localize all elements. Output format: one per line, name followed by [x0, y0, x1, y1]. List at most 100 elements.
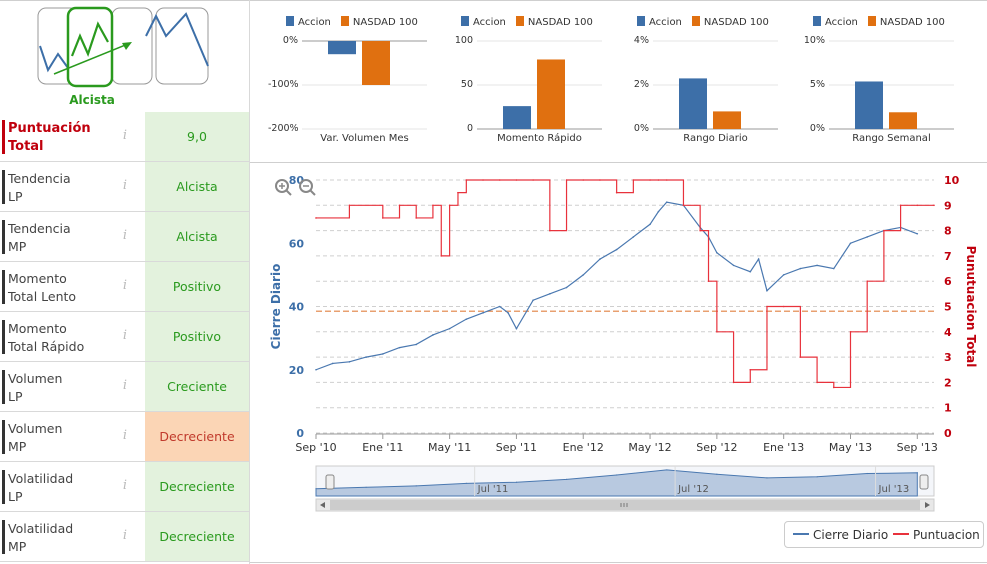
point-cierre-diario	[507, 312, 509, 314]
legend-swatch-nasdaq	[691, 16, 700, 26]
point-puntuacion	[883, 229, 885, 232]
point-cierre-diario	[432, 334, 434, 336]
mini-ytick: -200%	[268, 123, 299, 134]
x-tick-label: Ene '12	[563, 441, 604, 454]
rating-value: Alcista	[145, 162, 249, 211]
point-cierre-diario	[565, 286, 568, 289]
point-cierre-diario	[382, 353, 384, 355]
scroll-right-icon[interactable]	[925, 502, 930, 508]
point-cierre-diario	[657, 210, 660, 213]
mini-legend: Accion NASDAD 100	[813, 16, 945, 28]
mini-ytick: 4%	[633, 35, 649, 46]
rating-row: Volatilidad MP i Decreciente	[0, 512, 250, 562]
x-tick-label: Ene '13	[763, 441, 804, 454]
info-icon[interactable]: i	[122, 478, 128, 493]
navigator-point	[916, 472, 918, 474]
x-tick-label: Sep '12	[696, 441, 737, 454]
x-tick-label: Sep '10	[295, 441, 336, 454]
point-puntuacion	[465, 179, 468, 181]
point-puntuacion	[933, 204, 935, 207]
scrollbar-thumb[interactable]	[330, 500, 920, 510]
navigator-handle-left[interactable]	[325, 474, 335, 490]
info-icon[interactable]: i	[122, 278, 128, 293]
info-icon[interactable]: i	[122, 178, 128, 193]
legend-puntuacion[interactable]: Puntuacion	[893, 528, 980, 542]
x-tick-label: May '12	[628, 441, 671, 454]
info-icon[interactable]: i	[122, 378, 128, 393]
point-puntuacion	[766, 305, 768, 308]
navigator-point	[465, 482, 467, 484]
info-icon[interactable]: i	[122, 428, 128, 443]
legend-cierre[interactable]: Cierre Diario	[793, 528, 888, 542]
point-cierre-diario	[398, 346, 401, 349]
point-puntuacion	[649, 179, 651, 181]
info-icon[interactable]: i	[122, 528, 128, 543]
rating-row: Volumen MP i Decreciente	[0, 412, 250, 462]
navigator-point	[616, 474, 618, 476]
navigator-point	[716, 473, 718, 475]
trend-line-right	[145, 12, 209, 67]
navigator-point	[766, 477, 768, 479]
point-cierre-diario	[365, 356, 367, 358]
navigator-point	[565, 478, 568, 480]
mini-plot	[829, 40, 954, 130]
point-cierre-diario	[757, 258, 760, 260]
info-icon[interactable]: i	[122, 228, 128, 243]
y2-tick-label: 3	[944, 351, 952, 364]
y2-tick-label: 10	[944, 174, 960, 187]
point-puntuacion	[916, 204, 919, 207]
info-icon[interactable]: i	[122, 128, 128, 143]
mini-ytick: 100	[454, 35, 473, 46]
scroll-left-icon[interactable]	[320, 502, 325, 508]
navigator-point	[315, 488, 317, 490]
mini-plot	[302, 40, 427, 130]
row-marker	[2, 420, 5, 454]
y-tick-label: 60	[289, 237, 305, 250]
navigator-point	[816, 476, 818, 478]
y2-tick-label: 2	[944, 376, 952, 389]
navigator-tick-label: Jul '12	[677, 484, 709, 495]
mini-chart: Accion NASDAD 100 4% 2% 0% Rango Diario	[613, 0, 783, 160]
point-puntuacion	[498, 179, 501, 181]
point-cierre-diario	[549, 293, 551, 295]
mini-ytick: 0%	[809, 123, 825, 134]
y-tick-label: 20	[289, 364, 305, 377]
rating-row: Tendencia MP i Alcista	[0, 212, 250, 262]
point-puntuacion	[448, 204, 451, 207]
x-tick-label: May '13	[829, 441, 872, 454]
point-cierre-diario	[716, 251, 718, 254]
row-marker	[2, 220, 5, 254]
point-puntuacion	[732, 381, 735, 384]
zoom-in-icon[interactable]	[275, 179, 289, 193]
mini-ytick: -100%	[268, 79, 299, 90]
point-puntuacion	[415, 217, 418, 219]
zoom-out-icon[interactable]	[299, 179, 313, 193]
point-puntuacion	[899, 204, 902, 207]
navigator-tick-label: Jul '13	[878, 484, 910, 495]
rating-row: Volatilidad LP i Decreciente	[0, 462, 250, 512]
legend-puntuacion-label: Puntuacion	[913, 528, 980, 542]
point-cierre-diario	[832, 267, 835, 270]
point-puntuacion	[382, 217, 384, 219]
rating-value: Positivo	[145, 262, 249, 311]
navigator-point	[365, 486, 367, 488]
point-puntuacion	[440, 255, 443, 257]
zoom-in-icon-handle	[285, 189, 292, 196]
info-icon[interactable]: i	[122, 328, 128, 343]
point-puntuacion	[632, 179, 635, 181]
point-puntuacion	[707, 280, 710, 282]
point-puntuacion	[398, 204, 401, 207]
point-cierre-diario	[649, 223, 651, 226]
y2-tick-label: 9	[944, 199, 952, 212]
rating-label: Tendencia MP	[8, 221, 71, 254]
navigator-area	[315, 469, 918, 497]
navigator-handle-right[interactable]	[919, 474, 929, 490]
mini-legend: Accion NASDAD 100	[286, 16, 418, 28]
series-cierre-diario	[315, 201, 918, 371]
y2-tick-label: 1	[944, 402, 952, 415]
point-puntuacion	[799, 356, 802, 358]
bar-accion	[855, 81, 883, 129]
legend-swatch-accion	[813, 16, 821, 26]
x-tick-label: Sep '11	[496, 441, 537, 454]
